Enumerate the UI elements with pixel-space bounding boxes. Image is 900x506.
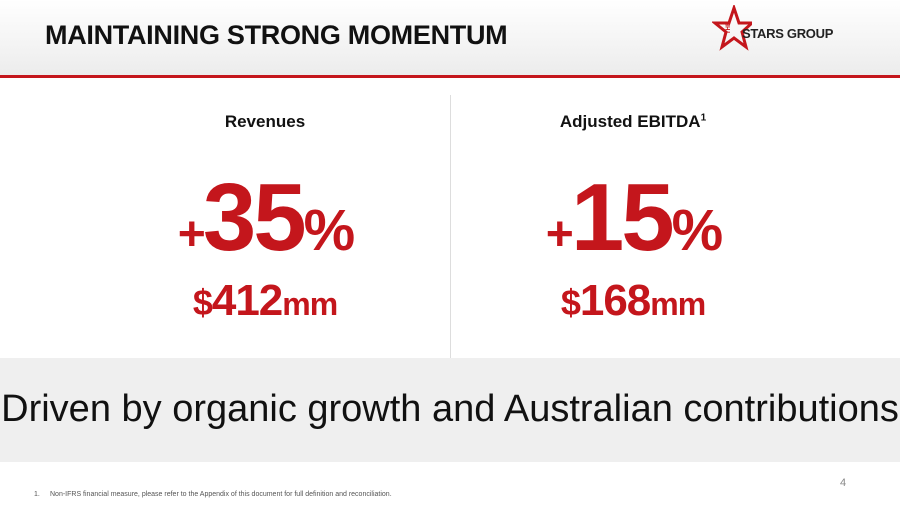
unit: %: [671, 198, 724, 263]
banner-band: [0, 358, 900, 462]
scale: mm: [650, 286, 706, 322]
sign: +: [545, 208, 574, 261]
metric: Adjusted EBITDA1 +15% $168mm: [433, 112, 833, 326]
logo-small: THE: [726, 22, 732, 34]
header-rule: [0, 75, 900, 78]
currency: $: [560, 282, 581, 323]
growth: 35: [202, 164, 307, 271]
header-band: [0, 0, 900, 75]
growth: 15: [570, 164, 675, 271]
footnote: Non-IFRS financial measure, please refer…: [50, 491, 392, 498]
metric: Revenues +35% $412mm: [65, 112, 465, 326]
banner: Driven by organic growth and Australian …: [1, 388, 899, 430]
logo-star: [712, 5, 752, 51]
metric-label: Revenues: [224, 112, 306, 131]
unit: %: [303, 198, 356, 263]
footnote-ref: 1: [700, 112, 707, 124]
sign: +: [177, 208, 206, 261]
currency: $: [192, 282, 213, 323]
scale: mm: [282, 286, 338, 322]
amount: 168: [579, 276, 651, 325]
amount: 412: [211, 276, 283, 325]
metric-label: Adjusted EBITDA: [559, 112, 701, 131]
logo-name: STARS GROUP: [742, 26, 834, 41]
title: MAINTAINING STRONG MOMENTUM: [45, 20, 508, 50]
divider: [450, 95, 451, 358]
page-number: 4: [840, 477, 847, 489]
footnote-marker: 1.: [34, 491, 40, 498]
